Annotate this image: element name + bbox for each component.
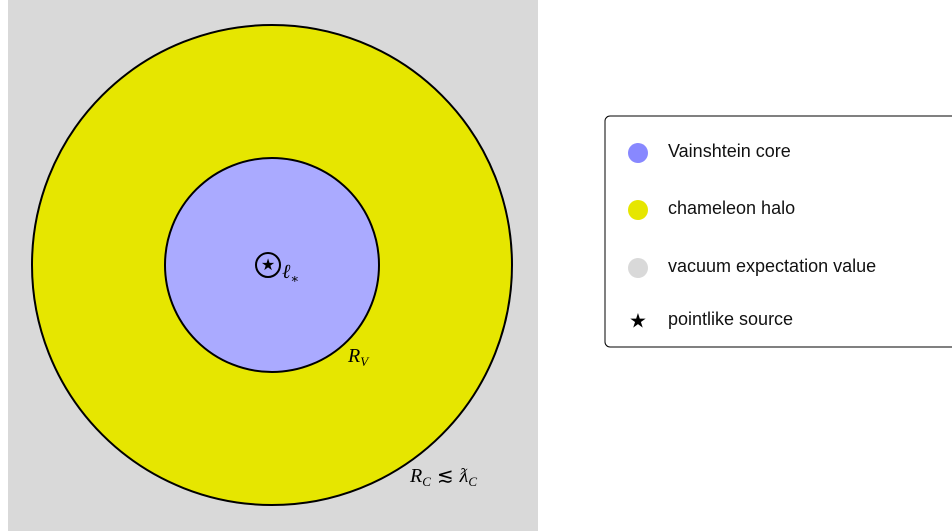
chameleon-radius-label: RC ≲ ƛC — [409, 465, 477, 489]
vainshtein-core — [164, 157, 380, 373]
source-circle — [255, 252, 281, 278]
legend-label: chameleon halo — [668, 198, 795, 218]
source-star: ★ — [261, 257, 275, 274]
legend-swatch — [628, 143, 648, 163]
legend-swatch — [628, 258, 648, 278]
legend-label: Vainshtein core — [668, 141, 791, 161]
legend-star: ★ — [629, 310, 647, 332]
legend-label: pointlike source — [668, 309, 793, 329]
legend-label: vacuum expectation value — [668, 256, 876, 276]
source-scale-label: ℓ∗ — [282, 261, 299, 286]
legend-box — [604, 115, 952, 348]
vainshtein-radius-label: RV — [347, 345, 370, 369]
legend-swatch — [628, 200, 648, 220]
